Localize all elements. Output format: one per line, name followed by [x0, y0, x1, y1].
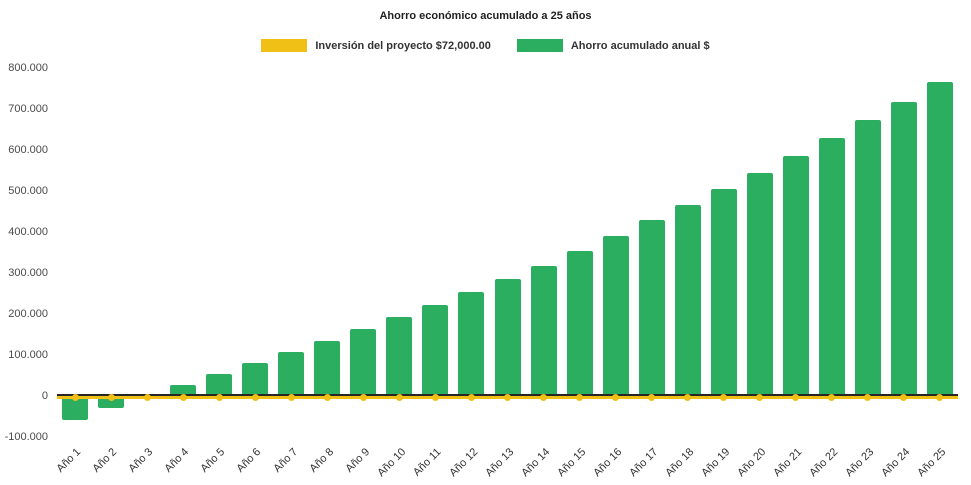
x-axis-label: Año 24: [879, 446, 913, 480]
bar: [278, 352, 305, 396]
y-axis-label: 800.000: [8, 61, 48, 74]
line-marker-icon: [648, 394, 656, 401]
x-axis-label: Año 8: [306, 446, 336, 475]
x-axis-label: Año 20: [735, 446, 769, 480]
line-marker-icon: [323, 394, 331, 401]
bar: [602, 235, 629, 396]
y-axis-label: 500.000: [8, 184, 48, 197]
bar: [746, 172, 773, 396]
legend-swatch-icon: [261, 39, 308, 52]
line-marker-icon: [756, 394, 764, 401]
line-marker-icon: [467, 394, 475, 401]
legend-item-0[interactable]: Inversión del proyecto $72,000.00: [261, 39, 491, 52]
bar: [242, 363, 269, 396]
bar: [458, 292, 485, 396]
bar: [206, 374, 233, 396]
x-axis-label: Año 25: [915, 446, 949, 480]
line-marker-icon: [71, 394, 79, 401]
bar: [386, 317, 413, 396]
line-marker-icon: [107, 394, 115, 401]
x-axis-label: Año 11: [411, 446, 444, 479]
line-marker-icon: [179, 394, 187, 401]
x-axis-label: Año 3: [126, 446, 156, 475]
y-axis-label: 300.000: [8, 266, 48, 279]
legend-item-1[interactable]: Ahorro acumulado anual $: [516, 39, 710, 52]
chart-legend: Inversión del proyecto $72,000.00 Ahorro …: [0, 39, 971, 52]
x-axis-label: Año 15: [554, 446, 589, 480]
x-axis-label: Año 21: [771, 446, 805, 480]
x-axis-label: Año 13: [482, 446, 516, 480]
line-marker-icon: [576, 394, 584, 401]
bar: [62, 396, 89, 420]
line-marker-icon: [395, 394, 403, 401]
bar: [890, 101, 917, 396]
bar: [926, 82, 953, 396]
line-marker-icon: [612, 394, 620, 401]
bar: [314, 340, 341, 396]
x-axis-label: Año 6: [234, 446, 264, 475]
line-marker-icon: [792, 394, 800, 401]
legend-label: Inversión del proyecto $72,000.00: [315, 39, 491, 52]
line-marker-icon: [540, 394, 548, 401]
line-marker-icon: [431, 394, 439, 401]
bar: [710, 188, 737, 396]
y-axis-label: 200.000: [8, 307, 48, 320]
line-marker-icon: [720, 394, 728, 401]
x-axis-label: Año 19: [699, 446, 733, 480]
y-axis-label: 100.000: [8, 348, 48, 361]
line-marker-icon: [287, 394, 295, 401]
line-marker-icon: [900, 394, 908, 401]
y-axis-label: 0: [41, 389, 48, 402]
x-axis-label: Año 18: [663, 446, 697, 480]
bar: [566, 250, 593, 396]
line-marker-icon: [251, 394, 259, 401]
x-axis-label: Año 14: [518, 446, 553, 480]
x-axis-label: Año 16: [590, 446, 625, 480]
line-marker-icon: [359, 394, 367, 401]
x-axis-label: Año 12: [446, 446, 480, 480]
line-marker-icon: [684, 394, 692, 401]
line-marker-icon: [936, 394, 944, 401]
x-axis-label: Año 9: [342, 446, 372, 475]
x-axis-label: Año 5: [198, 446, 228, 475]
x-axis-label: Año 23: [843, 446, 877, 480]
y-axis-label: -100.000: [4, 430, 48, 443]
bar: [494, 279, 521, 396]
bar: [170, 384, 197, 396]
bar: [674, 204, 701, 396]
legend-swatch-icon: [516, 39, 563, 52]
y-axis-label: 600.000: [8, 143, 48, 156]
bar: [818, 138, 845, 396]
x-axis-label: Año 1: [54, 446, 84, 475]
x-axis-label: Año 22: [807, 446, 841, 480]
line-marker-icon: [215, 394, 223, 401]
line-marker-icon: [504, 394, 511, 401]
y-axis-label: 700.000: [8, 102, 48, 115]
bar: [782, 155, 809, 396]
legend-label: Ahorro acumulado anual $: [570, 39, 710, 52]
bar: [422, 304, 449, 396]
x-axis-label: Año 2: [90, 446, 120, 475]
y-axis-label: 400.000: [8, 225, 48, 238]
x-axis-label: Año 10: [374, 446, 408, 480]
bar: [350, 329, 377, 396]
line-marker-icon: [828, 394, 836, 401]
x-axis-label: Año 4: [162, 446, 192, 475]
x-axis-label: Año 7: [270, 446, 300, 475]
bar: [854, 120, 881, 396]
bar: [530, 265, 557, 396]
line-marker-icon: [864, 394, 872, 401]
bar: [98, 396, 125, 409]
chart-title: Ahorro económico acumulado a 25 años: [379, 10, 592, 22]
bar: [638, 220, 665, 396]
x-axis-label: Año 17: [626, 446, 661, 480]
line-marker-icon: [143, 394, 151, 401]
